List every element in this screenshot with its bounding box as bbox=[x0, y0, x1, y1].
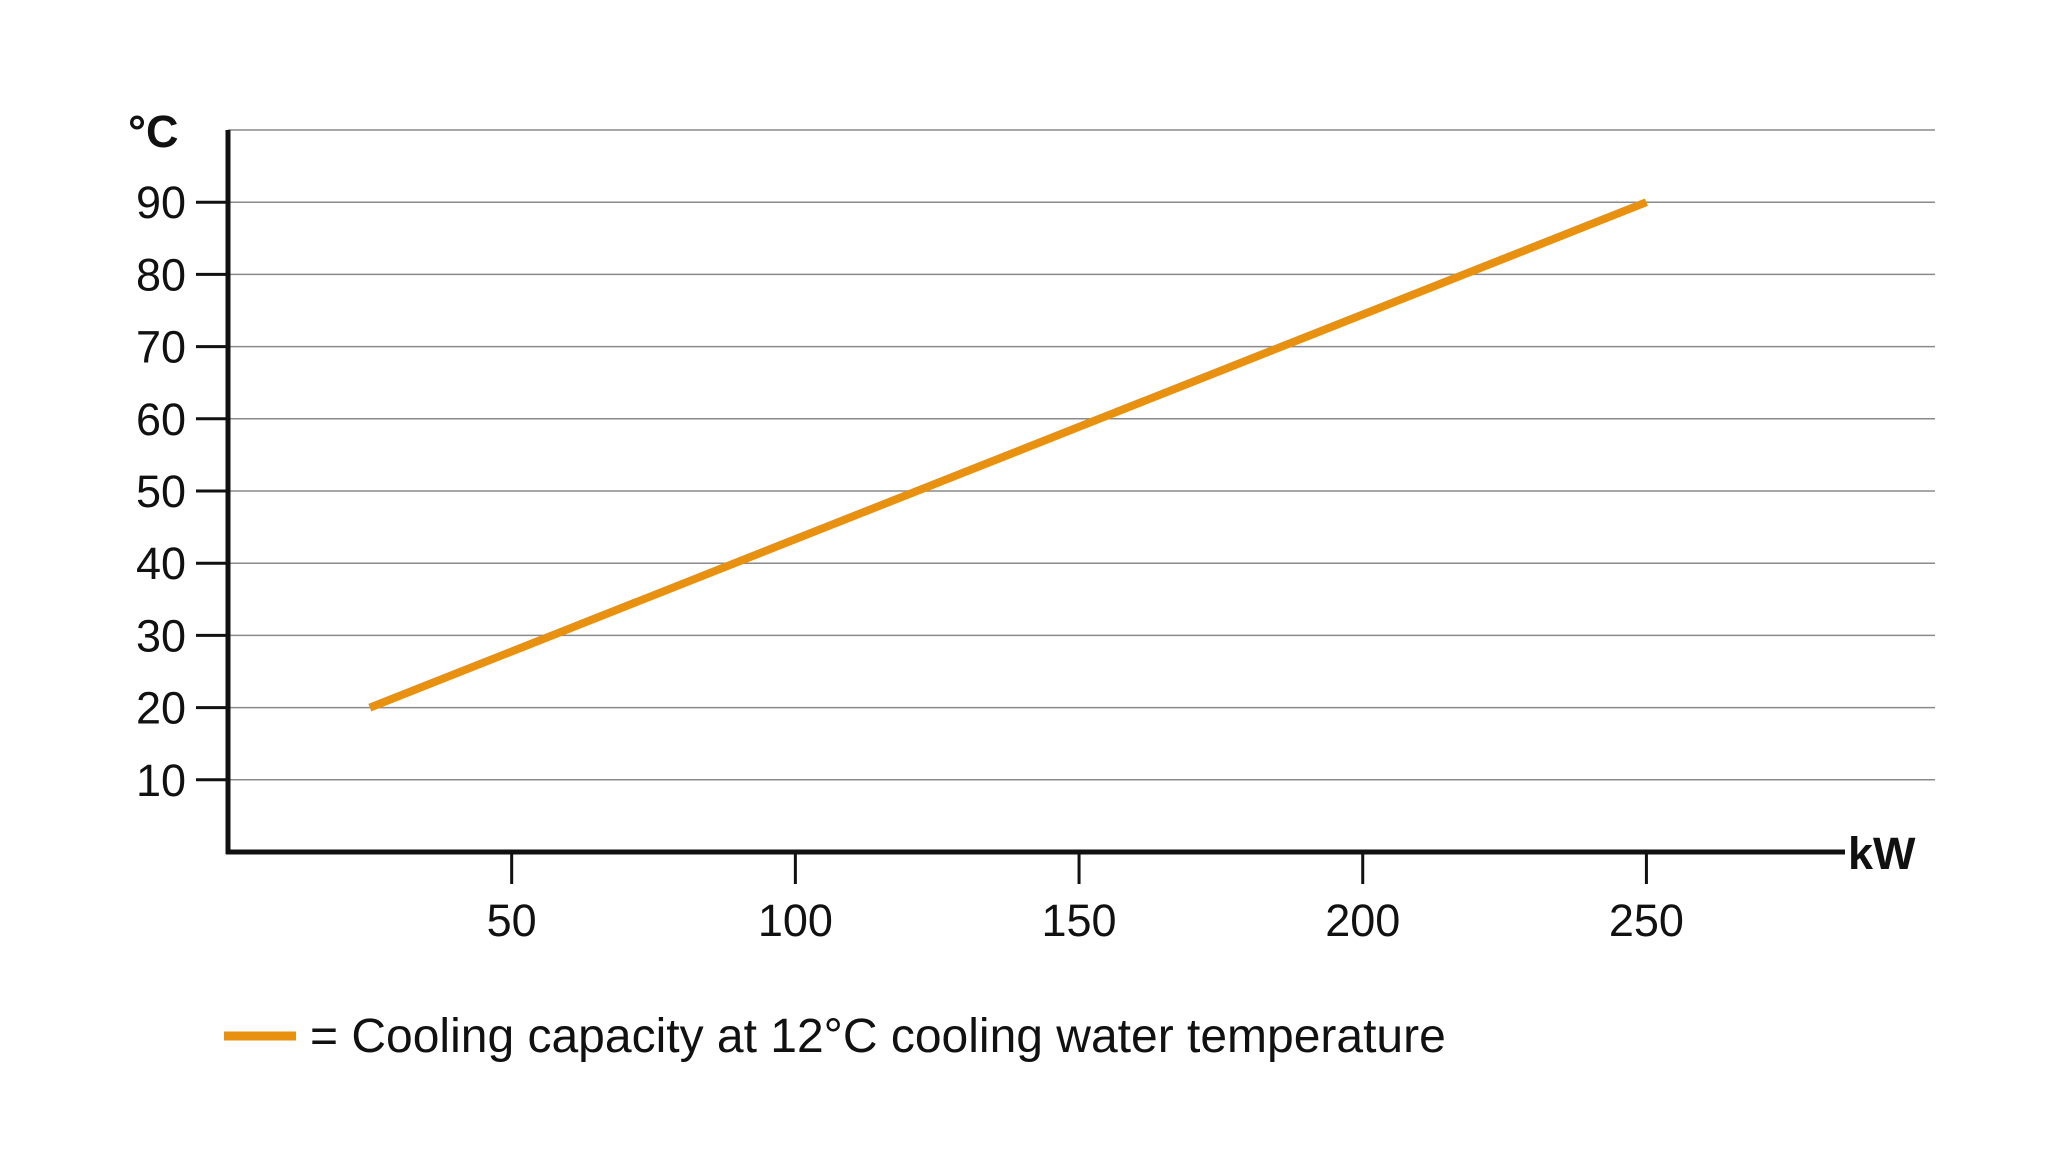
y-tick-labels: 10 20 30 40 50 60 70 80 90 bbox=[136, 177, 186, 806]
y-tick-label-30: 30 bbox=[136, 610, 186, 661]
x-tick-label-50: 50 bbox=[487, 895, 537, 946]
y-tick-label-10: 10 bbox=[136, 755, 186, 806]
y-tick-label-90: 90 bbox=[136, 177, 186, 228]
x-tick-label-150: 150 bbox=[1042, 895, 1117, 946]
x-tick-labels: 50 100 150 200 250 bbox=[487, 895, 1684, 946]
axes bbox=[196, 130, 1845, 884]
grid-lines bbox=[228, 129, 1935, 781]
x-tick-label-250: 250 bbox=[1609, 895, 1684, 946]
y-tick-label-20: 20 bbox=[136, 683, 186, 734]
legend-label: = Cooling capacity at 12°C cooling water… bbox=[310, 1010, 1446, 1063]
y-tick-label-40: 40 bbox=[136, 538, 186, 589]
legend: = Cooling capacity at 12°C cooling water… bbox=[224, 1010, 1446, 1063]
y-tick-label-50: 50 bbox=[136, 466, 186, 517]
y-tick-label-70: 70 bbox=[136, 322, 186, 373]
x-tick-label-100: 100 bbox=[758, 895, 833, 946]
y-tick-label-60: 60 bbox=[136, 394, 186, 445]
x-axis-label: kW bbox=[1848, 828, 1916, 879]
x-tick-label-200: 200 bbox=[1325, 895, 1400, 946]
y-tick-label-80: 80 bbox=[136, 249, 186, 300]
series bbox=[368, 198, 1648, 712]
y-axis-label: °C bbox=[128, 106, 179, 157]
series-line-0 bbox=[368, 198, 1648, 712]
